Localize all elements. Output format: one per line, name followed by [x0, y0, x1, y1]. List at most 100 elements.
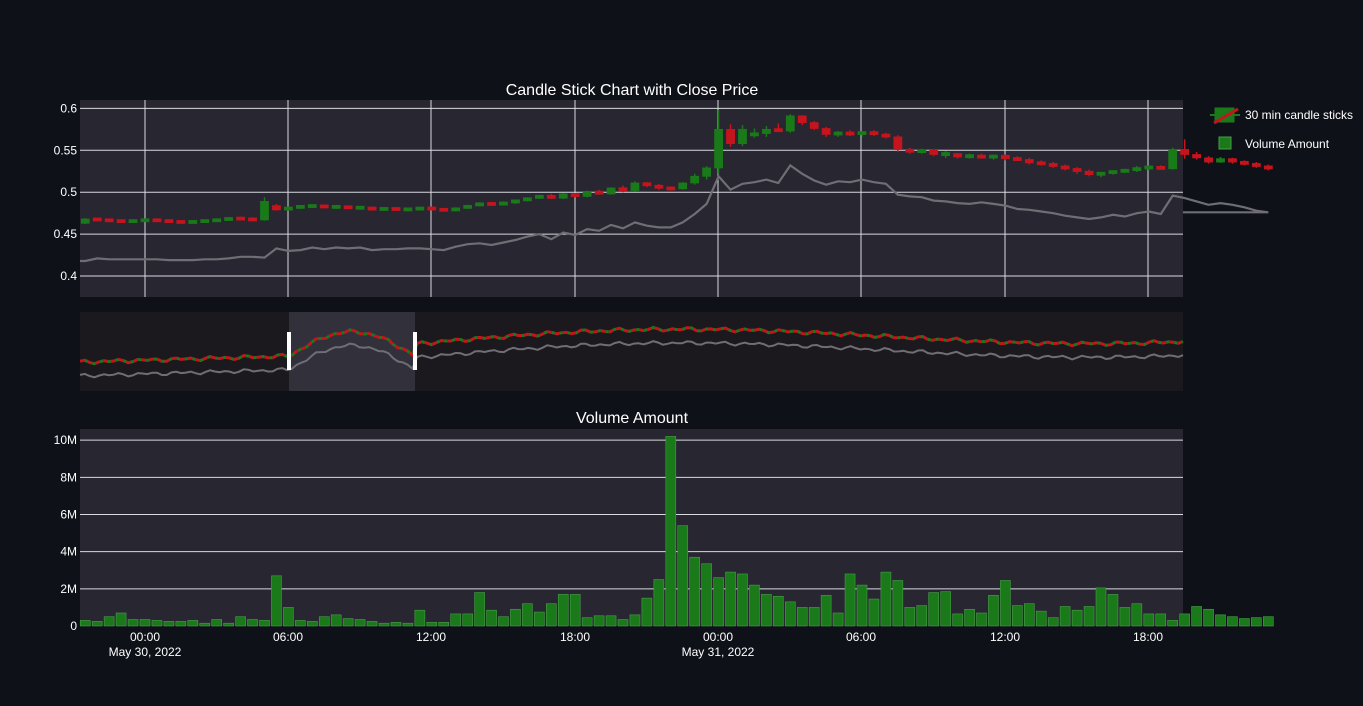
volume-bar[interactable]: [151, 620, 163, 627]
candle[interactable]: [1156, 165, 1166, 170]
candle[interactable]: [977, 153, 986, 159]
volume-bar[interactable]: [1167, 620, 1178, 627]
volume-bar[interactable]: [773, 595, 784, 627]
volume-bar[interactable]: [796, 607, 808, 627]
volume-bar[interactable]: [259, 620, 270, 627]
candle[interactable]: [821, 126, 831, 137]
candle[interactable]: [750, 128, 759, 138]
volume-bar[interactable]: [318, 616, 330, 627]
volume-bar[interactable]: [1000, 580, 1011, 627]
legend-item-volume[interactable]: Volume Amount: [1218, 136, 1330, 151]
volume-bar[interactable]: [1215, 614, 1226, 627]
candle[interactable]: [1108, 170, 1118, 175]
volume-bar[interactable]: [964, 608, 975, 627]
volume-bar[interactable]: [629, 614, 641, 627]
candle[interactable]: [869, 130, 879, 137]
candle[interactable]: [905, 147, 915, 154]
candle[interactable]: [415, 206, 425, 211]
volume-bar[interactable]: [522, 603, 533, 627]
candle[interactable]: [690, 173, 700, 185]
candle[interactable]: [1180, 139, 1190, 159]
volume-bar[interactable]: [474, 592, 485, 627]
candle[interactable]: [523, 197, 532, 202]
candle[interactable]: [1192, 151, 1201, 160]
volume-bar[interactable]: [402, 622, 414, 627]
volume-bar[interactable]: [1035, 610, 1047, 627]
volume-bar[interactable]: [271, 575, 282, 627]
candle[interactable]: [965, 153, 974, 159]
candle[interactable]: [1204, 156, 1213, 164]
candle[interactable]: [104, 218, 114, 223]
volume-bar[interactable]: [593, 615, 605, 627]
candle[interactable]: [451, 207, 461, 212]
candle[interactable]: [272, 203, 281, 211]
volume-bar[interactable]: [1155, 613, 1167, 627]
candle[interactable]: [391, 207, 401, 211]
candle[interactable]: [355, 205, 365, 210]
candle[interactable]: [726, 124, 735, 147]
candle[interactable]: [1120, 168, 1130, 173]
volume-bar[interactable]: [187, 620, 199, 627]
candle[interactable]: [833, 131, 843, 137]
volume-bar[interactable]: [115, 612, 127, 627]
volume-bar[interactable]: [163, 621, 175, 627]
candle[interactable]: [1168, 147, 1178, 170]
volume-bar[interactable]: [510, 608, 521, 627]
candle[interactable]: [379, 207, 389, 211]
candle[interactable]: [367, 206, 377, 211]
volume-bar[interactable]: [832, 612, 844, 627]
volume-bar[interactable]: [486, 609, 497, 627]
candle[interactable]: [1024, 157, 1034, 165]
candle[interactable]: [248, 217, 257, 222]
volume-bar[interactable]: [1095, 587, 1107, 627]
candle[interactable]: [857, 131, 867, 137]
volume-bar[interactable]: [1071, 609, 1083, 627]
candle[interactable]: [343, 205, 353, 210]
volume-bar[interactable]: [330, 614, 342, 627]
candle[interactable]: [546, 193, 556, 199]
candle[interactable]: [475, 202, 485, 207]
candle[interactable]: [594, 189, 604, 195]
volume-bar[interactable]: [904, 607, 916, 627]
candle[interactable]: [295, 204, 305, 209]
volume-bar[interactable]: [820, 595, 832, 627]
volume-plot-area[interactable]: [80, 429, 1183, 626]
volume-bar[interactable]: [880, 571, 892, 627]
volume-bar[interactable]: [199, 622, 211, 627]
candle[interactable]: [1060, 164, 1070, 171]
candle[interactable]: [1263, 164, 1273, 171]
volume-bar[interactable]: [306, 621, 318, 627]
volume-bar[interactable]: [366, 621, 378, 627]
candle[interactable]: [929, 149, 939, 157]
volume-bar[interactable]: [139, 619, 151, 627]
candle[interactable]: [1048, 162, 1058, 168]
volume-bar[interactable]: [354, 619, 366, 627]
candle[interactable]: [1216, 157, 1225, 163]
volume-bar[interactable]: [127, 619, 139, 627]
volume-bar[interactable]: [976, 612, 987, 627]
volume-bar[interactable]: [641, 597, 653, 627]
volume-bar[interactable]: [784, 601, 796, 627]
range-slider-left-handle[interactable]: [287, 332, 291, 370]
candle[interactable]: [283, 206, 293, 211]
candle[interactable]: [212, 218, 222, 223]
candle[interactable]: [1251, 162, 1261, 168]
candle[interactable]: [809, 120, 819, 131]
candle[interactable]: [331, 204, 341, 209]
volume-bar[interactable]: [892, 580, 904, 627]
volume-bar[interactable]: [1191, 606, 1202, 627]
volume-bar[interactable]: [438, 621, 450, 627]
volume-bar[interactable]: [390, 621, 402, 627]
candle[interactable]: [1036, 160, 1046, 166]
candle[interactable]: [582, 190, 592, 198]
volume-bar[interactable]: [1107, 594, 1119, 627]
candle[interactable]: [797, 115, 807, 126]
candle[interactable]: [463, 204, 473, 209]
volume-bar[interactable]: [79, 620, 91, 627]
candle[interactable]: [80, 218, 90, 225]
volume-bar[interactable]: [617, 619, 629, 627]
volume-bar[interactable]: [283, 607, 294, 627]
volume-bar[interactable]: [868, 598, 880, 627]
candle[interactable]: [714, 110, 723, 174]
candle[interactable]: [1096, 171, 1106, 178]
